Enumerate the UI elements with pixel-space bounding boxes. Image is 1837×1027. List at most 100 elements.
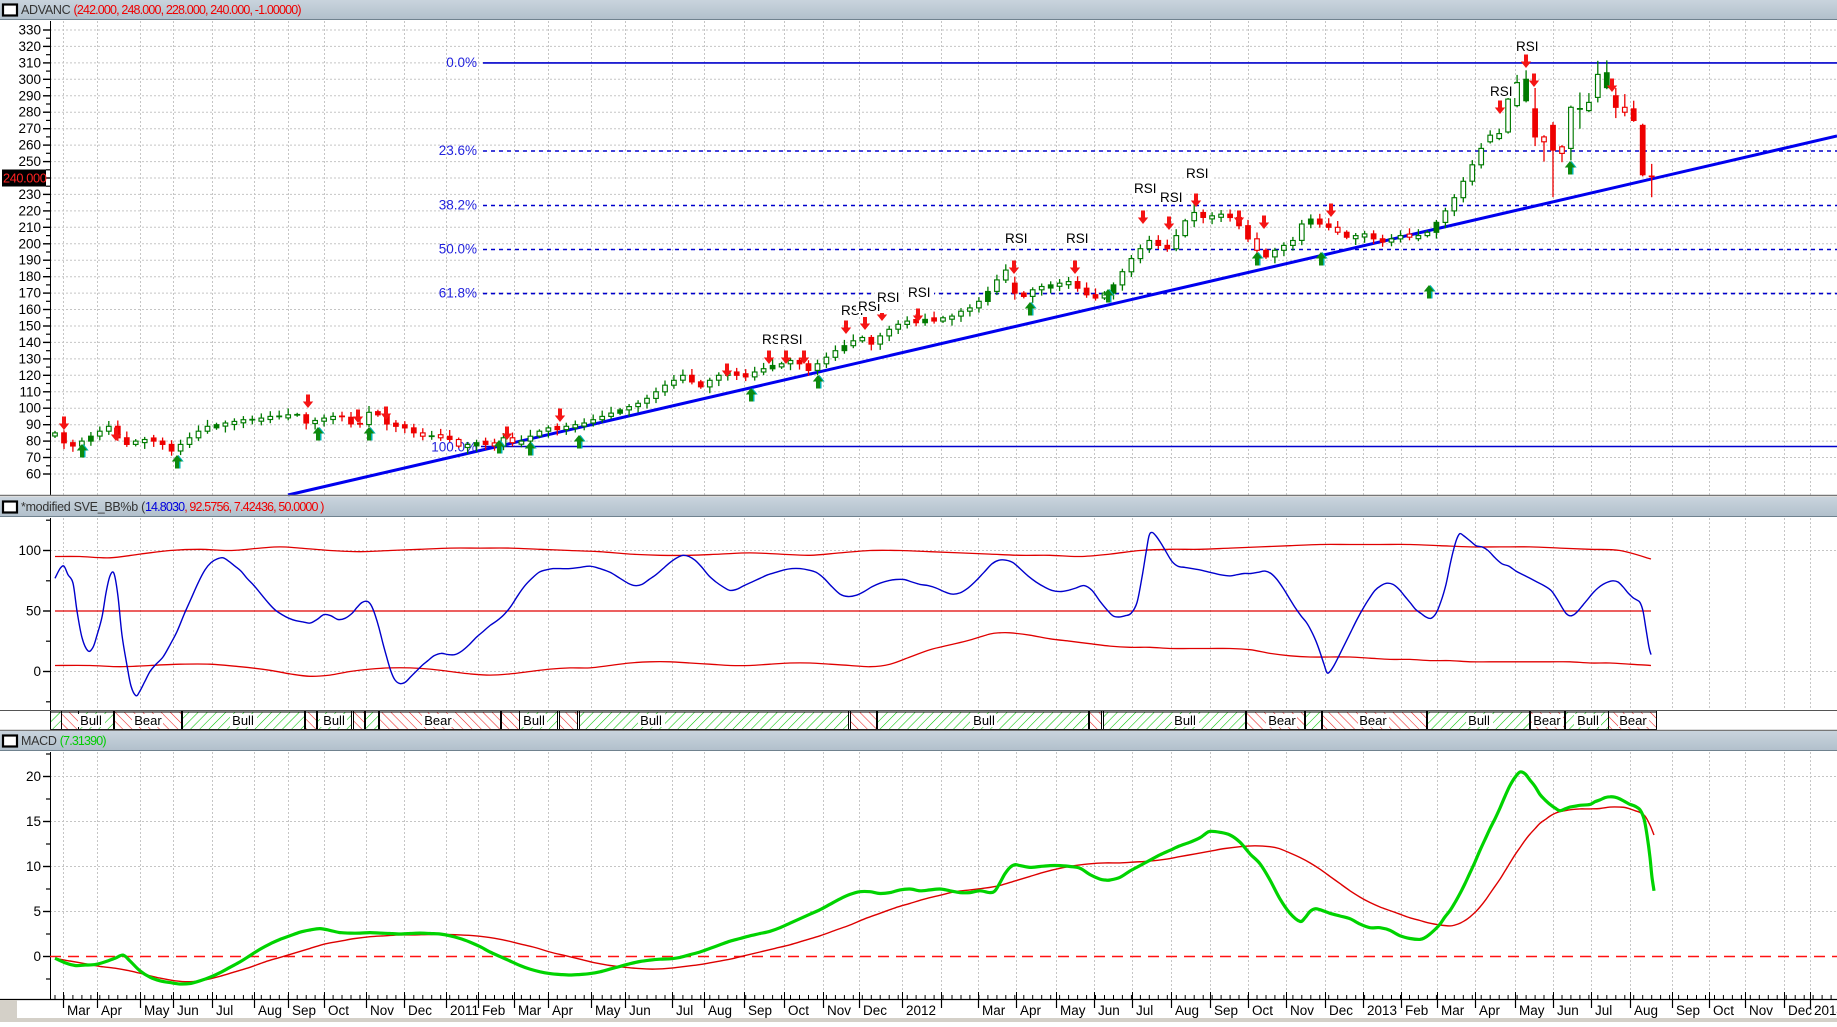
svg-text:RSI: RSI: [1186, 166, 1209, 181]
svg-text:170: 170: [18, 286, 41, 301]
svg-text:160: 160: [18, 302, 41, 317]
svg-text:300: 300: [18, 72, 41, 87]
svg-text:Apr: Apr: [1020, 1003, 1042, 1018]
svg-text:Bull: Bull: [973, 713, 995, 728]
svg-text:100: 100: [18, 401, 41, 416]
svg-text:Bull: Bull: [323, 713, 345, 728]
svg-text:2012: 2012: [906, 1003, 936, 1018]
svg-text:Bull: Bull: [640, 713, 662, 728]
svg-text:140: 140: [18, 335, 41, 350]
svg-text:150: 150: [18, 319, 41, 334]
svg-text:Mar: Mar: [518, 1003, 542, 1018]
svg-text:Bear: Bear: [1268, 713, 1296, 728]
svg-text:RSI: RSI: [858, 299, 881, 314]
svg-text:250: 250: [18, 154, 41, 169]
svg-text:Bull: Bull: [1577, 713, 1599, 728]
svg-text:80: 80: [26, 434, 41, 449]
svg-text:Jul: Jul: [1595, 1003, 1612, 1018]
svg-text:130: 130: [18, 351, 41, 366]
svg-text:Feb: Feb: [482, 1003, 505, 1018]
svg-text:200: 200: [18, 236, 41, 251]
svg-text:Bull: Bull: [232, 713, 254, 728]
svg-text:Aug: Aug: [258, 1003, 282, 1018]
svg-text:310: 310: [18, 55, 41, 70]
svg-text:20: 20: [26, 769, 41, 784]
svg-text:240.000: 240.000: [3, 171, 47, 186]
svg-text:100.0%: 100.0%: [431, 440, 477, 455]
svg-text:220: 220: [18, 203, 41, 218]
svg-text:Bull: Bull: [1468, 713, 1490, 728]
svg-text:Aug: Aug: [1634, 1003, 1658, 1018]
svg-text:Aug: Aug: [1175, 1003, 1199, 1018]
svg-text:May: May: [144, 1003, 170, 1018]
svg-text:RSI: RSI: [877, 290, 900, 305]
svg-text:RSI: RSI: [1066, 231, 1089, 246]
svg-text:Sep: Sep: [292, 1003, 316, 1018]
svg-text:190: 190: [18, 253, 41, 268]
svg-text:15: 15: [26, 814, 41, 829]
svg-text:RSI: RSI: [1160, 190, 1183, 205]
svg-text:Sep: Sep: [1676, 1003, 1700, 1018]
svg-text:Bear: Bear: [1619, 713, 1647, 728]
svg-text:70: 70: [26, 450, 41, 465]
svg-text:Jul: Jul: [1136, 1003, 1153, 1018]
svg-text:May: May: [595, 1003, 621, 1018]
svg-text:RSI: RSI: [1516, 39, 1539, 54]
svg-text:38.2%: 38.2%: [439, 198, 477, 213]
svg-text:Sep: Sep: [748, 1003, 772, 1018]
svg-text:Bull: Bull: [523, 713, 545, 728]
svg-text:0: 0: [33, 949, 41, 964]
svg-text:Jun: Jun: [629, 1003, 651, 1018]
svg-text:Bear: Bear: [1533, 713, 1561, 728]
svg-text:Jul: Jul: [216, 1003, 233, 1018]
svg-text:Bull: Bull: [1174, 713, 1196, 728]
svg-text:270: 270: [18, 121, 41, 136]
svg-text:61.8%: 61.8%: [439, 286, 477, 301]
svg-text:May: May: [1060, 1003, 1086, 1018]
svg-text:180: 180: [18, 269, 41, 284]
svg-text:290: 290: [18, 88, 41, 103]
svg-text:RSI: RSI: [1134, 181, 1157, 196]
svg-text:Mar: Mar: [1441, 1003, 1465, 1018]
svg-text:Apr: Apr: [1479, 1003, 1501, 1018]
svg-text:RSI: RSI: [1005, 231, 1028, 246]
svg-text:320: 320: [18, 39, 41, 54]
svg-text:RSI: RSI: [908, 285, 931, 300]
svg-text:60: 60: [26, 467, 41, 482]
svg-text:Jun: Jun: [1557, 1003, 1579, 1018]
svg-text:280: 280: [18, 105, 41, 120]
svg-text:330: 330: [18, 23, 41, 38]
svg-text:RSI: RSI: [1490, 84, 1513, 99]
svg-text:Nov: Nov: [370, 1003, 394, 1018]
svg-text:Feb: Feb: [1405, 1003, 1428, 1018]
svg-text:Nov: Nov: [827, 1003, 851, 1018]
svg-text:2014: 2014: [1814, 1003, 1837, 1018]
svg-text:Mar: Mar: [67, 1003, 91, 1018]
svg-text:2013: 2013: [1367, 1003, 1397, 1018]
svg-text:ADVANC (242.000, 248.000, 228.: ADVANC (242.000, 248.000, 228.000, 240.0…: [21, 3, 301, 17]
svg-text:2011: 2011: [450, 1003, 479, 1018]
svg-text:Jun: Jun: [1098, 1003, 1120, 1018]
svg-text:Bear: Bear: [424, 713, 452, 728]
svg-text:110: 110: [19, 384, 41, 399]
svg-text:Apr: Apr: [101, 1003, 123, 1018]
svg-text:Oct: Oct: [788, 1003, 809, 1018]
svg-text:Dec: Dec: [863, 1003, 887, 1018]
svg-text:260: 260: [18, 138, 41, 153]
svg-text:210: 210: [18, 220, 41, 235]
svg-text:Nov: Nov: [1749, 1003, 1773, 1018]
svg-text:Bull: Bull: [80, 713, 102, 728]
svg-text:Jul: Jul: [676, 1003, 693, 1018]
svg-text:Oct: Oct: [1252, 1003, 1273, 1018]
svg-text:Bear: Bear: [1359, 713, 1387, 728]
svg-text:10: 10: [26, 859, 41, 874]
svg-text:90: 90: [26, 417, 41, 432]
svg-text:Nov: Nov: [1290, 1003, 1314, 1018]
svg-text:Aug: Aug: [708, 1003, 732, 1018]
svg-text:May: May: [1519, 1003, 1545, 1018]
svg-text:100: 100: [18, 543, 41, 558]
svg-text:Dec: Dec: [1329, 1003, 1353, 1018]
svg-text:0.0%: 0.0%: [446, 55, 477, 70]
svg-text:230: 230: [18, 187, 41, 202]
svg-text:Dec: Dec: [408, 1003, 432, 1018]
